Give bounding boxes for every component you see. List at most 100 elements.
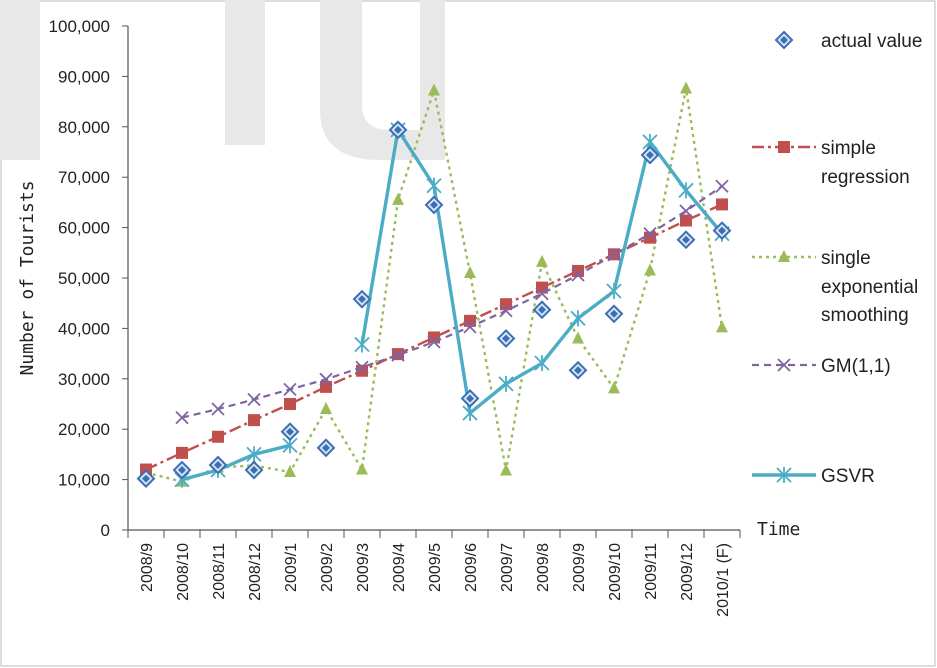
y-tick-label: 0 <box>101 521 110 540</box>
legend-label: GM(1,1) <box>821 356 891 377</box>
data-point-actual-core <box>286 427 294 436</box>
data-point-gm <box>247 392 261 407</box>
data-point-actual-core <box>682 235 690 244</box>
data-point-actual-core <box>430 200 438 209</box>
data-point-exponential <box>356 462 368 475</box>
data-point-regression <box>644 231 656 244</box>
x-tick-label: 2010/1 (F) <box>715 543 732 617</box>
data-point-actual-core <box>250 466 258 475</box>
data-point-exponential <box>428 83 440 96</box>
data-point-exponential <box>680 81 692 94</box>
data-point-actual-core <box>574 366 582 375</box>
data-point-gm <box>211 402 225 416</box>
data-point-gm <box>643 227 657 241</box>
legend-swatch-marker <box>776 467 792 483</box>
y-axis-label: Number of Tourists <box>17 180 38 375</box>
data-point-gm <box>355 360 369 374</box>
x-tick-label: 2008/11 <box>211 543 228 600</box>
legend-label: single <box>821 248 871 269</box>
y-tick-label: 80,000 <box>58 118 110 137</box>
data-point-exponential <box>284 465 296 478</box>
data-point-actual-core <box>394 125 402 134</box>
x-tick-label: 2009/4 <box>391 543 408 592</box>
x-tick-label: 2009/3 <box>355 543 372 592</box>
y-tick-label: 70,000 <box>58 168 110 187</box>
x-tick-label: 2008/12 <box>247 543 264 601</box>
data-point-gsvr <box>354 336 370 353</box>
data-point-actual-core <box>322 443 330 452</box>
x-tick-label: 2009/8 <box>535 543 552 592</box>
series-line-gm <box>181 185 723 419</box>
x-tick-label: 2009/11 <box>643 543 660 600</box>
legend-item-actual: actual value <box>774 30 922 52</box>
x-tick-label: 2009/6 <box>463 543 480 592</box>
data-point-gsvr <box>246 446 262 463</box>
data-point-regression <box>500 298 512 311</box>
legend-label: regression <box>821 167 910 188</box>
legend-label: actual value <box>821 31 922 52</box>
legend-label: simple <box>821 138 876 159</box>
x-tick-label: 2009/10 <box>607 543 624 601</box>
y-tick-label: 40,000 <box>58 319 110 338</box>
legend-item-gm: GM(1,1) <box>752 356 891 377</box>
data-point-gm <box>571 268 585 282</box>
x-tick-label: 2009/7 <box>499 543 516 592</box>
data-point-actual-core <box>466 394 474 403</box>
x-tick-label: 2009/5 <box>427 543 444 592</box>
data-point-gsvr <box>606 283 622 300</box>
data-point-exponential <box>464 265 476 278</box>
data-point-actual-core <box>358 295 366 304</box>
data-point-regression <box>284 398 296 410</box>
plot-area: 0 10,000 20,000 30,000 40,000 50,000 60,000 70,… <box>49 17 741 617</box>
x-tick-label: 2009/1 <box>283 543 300 592</box>
series-actual <box>136 120 732 489</box>
series-gsvr <box>174 121 730 488</box>
legend-swatch-marker <box>777 358 791 372</box>
data-point-gsvr <box>534 355 550 372</box>
data-point-exponential <box>392 192 404 205</box>
data-point-actual-core <box>610 309 618 318</box>
data-point-actual-core <box>718 226 726 235</box>
data-point-gm <box>499 304 513 318</box>
data-point-exponential <box>320 402 332 415</box>
data-point-gsvr <box>678 182 694 199</box>
y-tick-label: 30,000 <box>58 370 110 389</box>
legend-swatch-marker-core <box>780 36 788 44</box>
watermark <box>0 0 445 160</box>
y-tick-label: 50,000 <box>58 269 110 288</box>
data-point-exponential <box>536 254 548 267</box>
data-point-regression <box>176 446 188 459</box>
data-point-exponential <box>716 320 728 333</box>
data-point-actual-core <box>214 460 222 469</box>
data-point-regression <box>716 198 728 211</box>
data-point-gsvr <box>426 177 442 194</box>
legend-swatch-marker <box>778 250 790 262</box>
data-point-gm <box>535 286 549 301</box>
legend: actual value simple regression single expone… <box>752 30 922 487</box>
data-point-actual-core <box>646 151 654 160</box>
legend-item-exponential: single exponential smoothing <box>752 248 918 326</box>
legend-item-regression: simple regression <box>752 138 910 188</box>
data-point-actual-core <box>502 334 510 343</box>
data-point-gm <box>427 335 441 349</box>
x-tick-label: 2008/10 <box>175 543 192 601</box>
series-gm <box>175 179 729 425</box>
series-line-exponential <box>145 87 724 483</box>
x-tick-label: 2009/12 <box>679 543 696 601</box>
data-point-exponential <box>644 263 656 276</box>
legend-item-gsvr: GSVR <box>752 466 875 487</box>
data-point-gsvr <box>570 310 586 327</box>
data-point-regression <box>212 430 224 443</box>
data-point-exponential <box>608 381 620 394</box>
legend-swatch-marker <box>778 141 790 153</box>
data-point-exponential <box>572 331 584 344</box>
data-point-exponential <box>500 463 512 476</box>
legend-label: exponential <box>821 277 918 298</box>
x-axis-label: Time <box>757 519 800 540</box>
data-point-regression <box>248 414 260 427</box>
data-point-regression <box>320 380 332 393</box>
y-tick-label: 20,000 <box>58 420 110 439</box>
data-point-actual-core <box>142 474 150 483</box>
